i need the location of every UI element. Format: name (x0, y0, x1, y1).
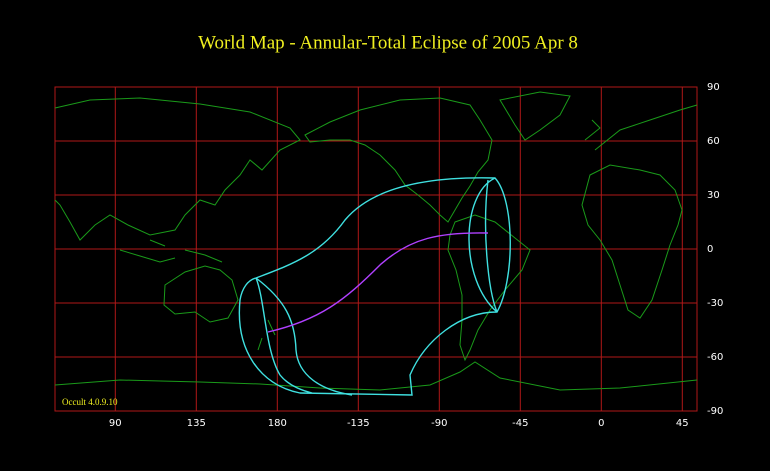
longitude-label: 135 (187, 418, 206, 429)
longitude-label: 180 (268, 418, 287, 429)
latitude-label: 60 (707, 136, 720, 147)
eclipse-limit (238, 177, 511, 396)
longitude-label: -90 (431, 418, 447, 429)
latitude-label: -30 (707, 298, 723, 309)
coastlines (54, 91, 698, 391)
map-frame (54, 86, 698, 412)
map-title: World Map - Annular-Total Eclipse of 200… (198, 32, 578, 53)
latitude-label: -90 (707, 406, 723, 417)
eclipse-limit (255, 277, 353, 396)
central-line (267, 232, 489, 333)
north-america-coast (304, 97, 493, 223)
longitude-label: 0 (598, 418, 604, 429)
longitude-label: -45 (512, 418, 528, 429)
eclipse-path (238, 177, 511, 396)
latitude-label: -60 (707, 352, 723, 363)
longitude-label: 45 (676, 418, 689, 429)
south-america-coast (447, 214, 531, 362)
europe-africa-coast (581, 104, 698, 319)
latitude-label: 30 (707, 190, 720, 201)
australia-coast (163, 265, 276, 351)
graticule (54, 86, 698, 412)
greenland-coast (499, 91, 571, 141)
antarctica-coast (54, 361, 698, 391)
indonesia-coast (119, 239, 223, 263)
eclipse-limit (468, 177, 498, 313)
latitude-label: 0 (707, 244, 713, 255)
version-label: Occult 4.0.9.10 (62, 397, 118, 407)
longitude-label: -135 (347, 418, 370, 429)
asia-coast (54, 97, 301, 241)
latitude-label: 90 (707, 82, 720, 93)
longitude-label: 90 (109, 418, 122, 429)
